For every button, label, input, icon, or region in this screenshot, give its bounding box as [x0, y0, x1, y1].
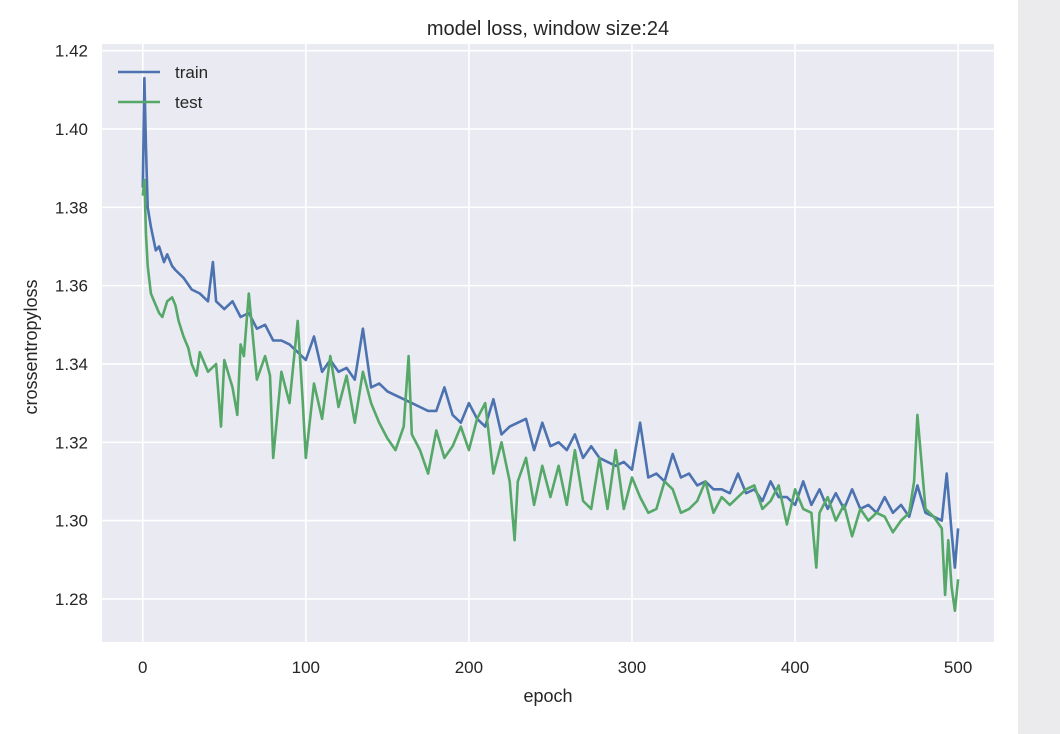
x-tick-label: 500 [944, 658, 972, 677]
y-tick-label: 1.28 [55, 590, 88, 609]
legend-label-test: test [175, 93, 203, 112]
y-tick-label: 1.38 [55, 198, 88, 217]
series-line-train [141, 76, 960, 569]
y-axis-label: crossentropyloss [21, 279, 41, 414]
y-tick-label: 1.36 [55, 277, 88, 296]
legend: train test [118, 63, 208, 112]
y-tick-label: 1.40 [55, 120, 88, 139]
legend-label-train: train [175, 63, 208, 82]
x-axis-label: epoch [523, 686, 572, 706]
right-edge-strip [1018, 0, 1060, 734]
x-tick-label: 300 [618, 658, 646, 677]
grid-lines [102, 44, 994, 642]
y-tick-label: 1.42 [55, 42, 88, 61]
x-tick-label: 200 [455, 658, 483, 677]
x-axis-ticks: 0 100 200 300 400 500 [138, 658, 972, 677]
plot-area [102, 44, 994, 642]
y-axis-ticks: 1.28 1.30 1.32 1.34 1.36 1.38 1.40 1.42 [55, 42, 88, 609]
x-tick-label: 0 [138, 658, 147, 677]
y-tick-label: 1.32 [55, 433, 88, 452]
y-tick-label: 1.34 [55, 355, 88, 374]
x-tick-label: 400 [781, 658, 809, 677]
chart-title: model loss, window size:24 [427, 18, 669, 40]
x-tick-label: 100 [292, 658, 320, 677]
series-lines [141, 76, 960, 613]
y-tick-label: 1.30 [55, 512, 88, 531]
series-line-test [141, 178, 960, 613]
